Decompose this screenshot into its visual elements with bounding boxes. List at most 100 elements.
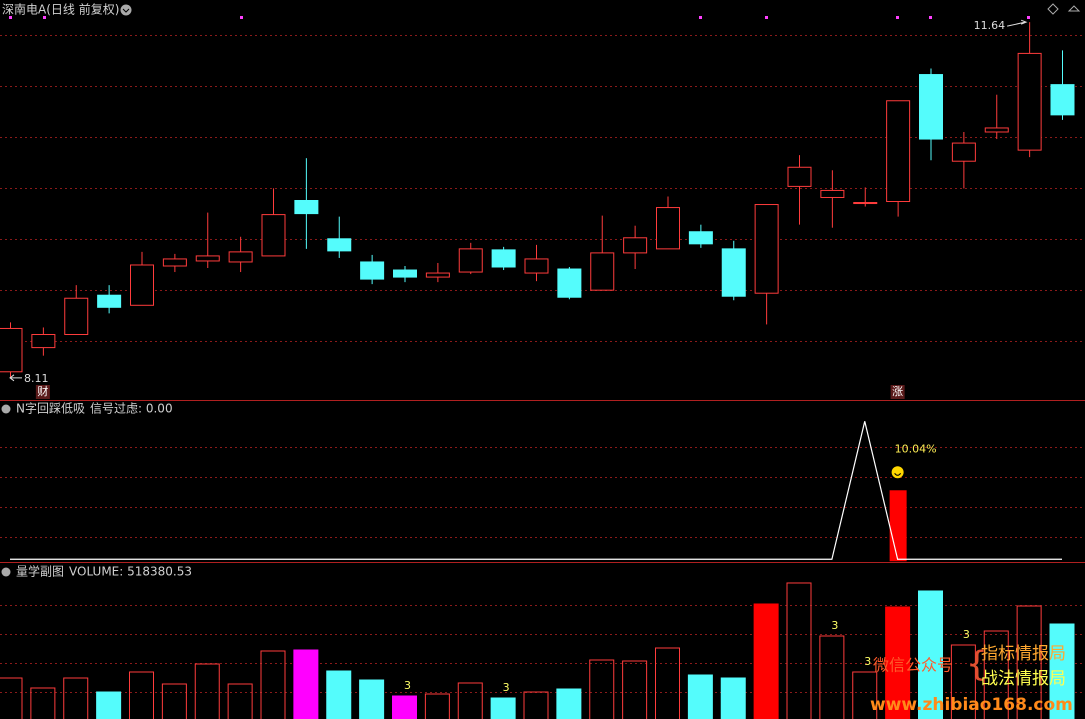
- main-title: 深南电A(日线 前复权): [2, 2, 119, 17]
- candle-body: [688, 231, 713, 245]
- volume-bar: [63, 677, 89, 719]
- signal-bar: [889, 490, 907, 562]
- candle-body: [491, 249, 516, 268]
- candle-body: [261, 214, 286, 257]
- volume-bar: [655, 647, 680, 719]
- volume-bar: [983, 630, 1009, 719]
- volume-bar: [392, 695, 417, 719]
- volume-bar: [589, 659, 615, 719]
- volume-bar: [457, 682, 483, 719]
- marker-dot: [765, 16, 768, 19]
- toolbar-icon[interactable]: [1067, 5, 1081, 12]
- candle-body: [0, 327, 23, 373]
- volume-bar: [1016, 605, 1042, 719]
- toolbar-icon[interactable]: [1047, 3, 1059, 15]
- min-price-label: 8.11: [24, 372, 49, 385]
- candle-body: [557, 268, 582, 298]
- candle-body: [656, 207, 680, 250]
- marker-dot: [699, 16, 702, 19]
- volume-flag: 3: [831, 619, 838, 632]
- candle-body: [195, 255, 220, 262]
- watermark-text: 指标情报局: [981, 644, 1066, 664]
- volume-bar: [30, 687, 56, 719]
- volume-bar: [129, 671, 154, 719]
- volume-bar: [556, 688, 582, 719]
- candle-body: [623, 237, 648, 254]
- signal-annotation: 10.04%: [895, 442, 937, 455]
- volume-bar: [96, 691, 122, 719]
- watermark-text: 微信公众号: [873, 656, 953, 675]
- candle-body: [327, 238, 352, 252]
- indicator-line: [10, 421, 1062, 560]
- candle-body: [228, 251, 253, 263]
- volume-bar: [359, 679, 385, 719]
- indicator-subtitle: 信号过虑: 0.00: [90, 402, 173, 416]
- candle-body: [951, 142, 976, 162]
- indicator-title: N字回踩低吸: [16, 401, 85, 416]
- volume-bar: [424, 693, 450, 719]
- panel-icon[interactable]: [1, 567, 11, 577]
- event-tag: 涨: [892, 385, 903, 398]
- dropdown-arrow: [122, 8, 130, 13]
- marker-dot: [240, 16, 243, 19]
- marker-dot: [1027, 16, 1030, 19]
- event-tag: 财: [37, 384, 48, 398]
- min-arrow: [9, 374, 22, 382]
- candle-body: [162, 258, 187, 267]
- volume-bar: [622, 660, 648, 719]
- dropdown-icon[interactable]: [120, 4, 132, 16]
- volume-bar: [161, 683, 187, 719]
- volume-flag: 3: [963, 628, 970, 641]
- candle-body: [820, 189, 845, 198]
- volume-title: 量学副图: [16, 564, 64, 579]
- candle-body: [31, 334, 56, 349]
- panel-icon[interactable]: [1, 404, 11, 414]
- marker-dot: [9, 16, 12, 19]
- candle-body: [64, 297, 89, 336]
- candle-body: [853, 202, 878, 205]
- volume-flag: 3: [404, 679, 411, 692]
- candle-body: [425, 272, 450, 278]
- volume-bar: [326, 670, 352, 719]
- volume-bar: [0, 677, 23, 719]
- candle-body: [393, 269, 417, 278]
- candle-body: [754, 204, 779, 294]
- candle-body: [590, 252, 615, 291]
- volume-bar: [950, 644, 976, 719]
- smiley-face: [894, 472, 902, 476]
- volume-bar: [260, 650, 286, 719]
- volume-bar: [753, 603, 779, 719]
- volume-subtitle: VOLUME: 518380.53: [69, 565, 192, 579]
- volume-bar: [523, 691, 549, 719]
- candle-body: [886, 100, 911, 203]
- volume-flag: 3: [864, 655, 871, 668]
- volume-bar: [1049, 623, 1075, 719]
- candle-body: [294, 200, 319, 215]
- candle-body: [1017, 52, 1042, 151]
- event-tag-bg: [890, 385, 905, 399]
- candle-body: [1050, 84, 1075, 116]
- marker-dot: [43, 16, 46, 19]
- volume-flag: 3: [503, 681, 510, 694]
- volume-bar: [819, 635, 845, 719]
- watermark-brace: {: [966, 645, 988, 685]
- marker-dot: [896, 16, 899, 19]
- volume-bar: [687, 674, 713, 719]
- volume-bar: [918, 590, 943, 719]
- max-price-label: 11.64: [974, 19, 1006, 32]
- candle-body: [721, 248, 746, 297]
- smiley: [891, 466, 904, 479]
- volume-bar: [490, 697, 516, 719]
- candle-body: [984, 127, 1009, 133]
- volume-bar: [227, 683, 253, 719]
- candle-body: [360, 261, 385, 280]
- marker-dot: [929, 16, 932, 19]
- volume-bar: [293, 649, 319, 719]
- candle-body: [458, 248, 483, 273]
- watermark-url: www.zhibiao168.com: [870, 695, 1073, 715]
- max-arrow: [1007, 19, 1028, 27]
- event-tag-bg: [35, 385, 50, 399]
- magenta-markers: [9, 16, 1030, 19]
